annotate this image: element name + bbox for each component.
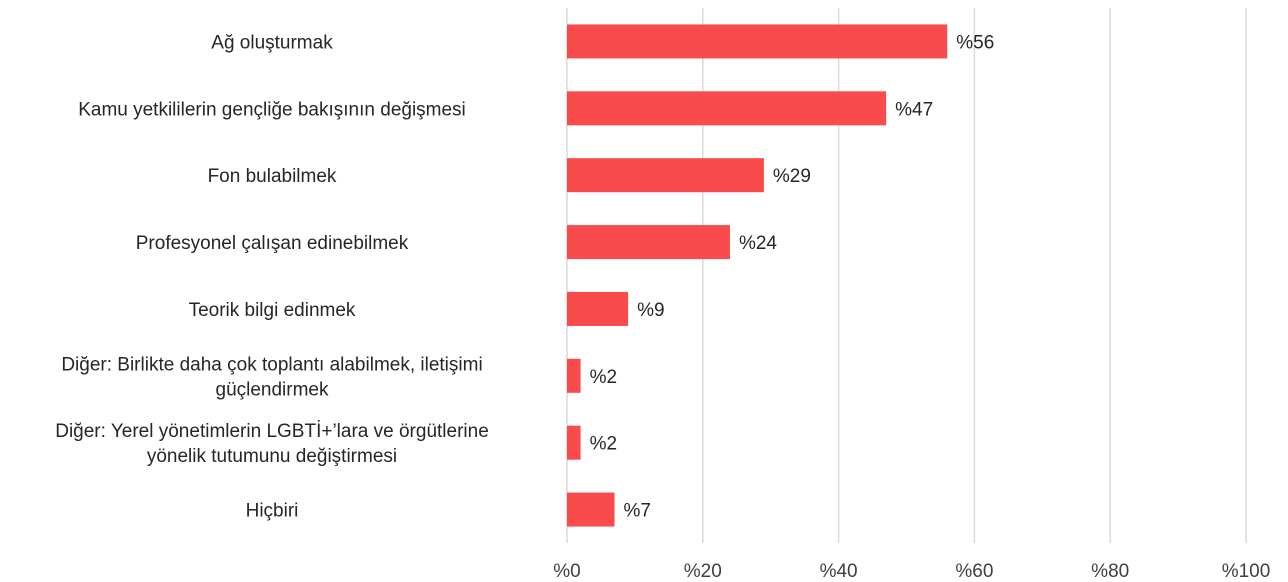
x-tick-label: %60 (955, 561, 993, 582)
bar (567, 291, 629, 326)
x-tick-label: %40 (820, 561, 858, 582)
category-label: Hiçbiri (246, 501, 299, 522)
data-labels: %56 %47 %29 %24 %9 %2 %2 %7 (590, 32, 995, 521)
bar (567, 425, 581, 460)
gridlines (566, 8, 1247, 543)
category-label: yönelik tutumunu değiştirmesi (147, 446, 397, 467)
category-label: Diğer: Yerel yönetimlerin LGBTİ+’lara ve… (55, 421, 489, 442)
category-label: güçlendirmek (216, 379, 329, 400)
bar (567, 492, 615, 527)
data-label: %2 (590, 367, 617, 388)
bar (567, 91, 887, 126)
bars (567, 24, 948, 527)
data-label: %29 (773, 166, 811, 187)
x-tick-label: %0 (553, 561, 580, 582)
category-label: Fon bulabilmek (208, 166, 337, 187)
bar (567, 358, 581, 393)
data-label: %7 (624, 501, 651, 522)
category-label: Ağ oluşturmak (211, 32, 333, 53)
category-label: Diğer: Birlikte daha çok toplantı alabil… (61, 354, 482, 375)
x-axis-tick-labels: %0 %20 %40 %60 %80 %100 (553, 561, 1270, 582)
data-label: %24 (739, 233, 777, 254)
x-tick-label: %80 (1091, 561, 1129, 582)
x-tick-label: %20 (684, 561, 722, 582)
data-label: %9 (637, 300, 664, 321)
category-labels: Ağ oluşturmak Kamu yetkililerin gençliğe … (55, 32, 489, 521)
category-label: Profesyonel çalışan edinebilmek (136, 233, 409, 254)
category-label: Kamu yetkililerin gençliğe bakışının değ… (78, 99, 466, 120)
bar (567, 158, 764, 193)
bar (567, 24, 948, 59)
category-label: Teorik bilgi edinmek (189, 300, 356, 321)
data-label: %47 (895, 99, 933, 120)
bar (567, 225, 730, 260)
data-label: %2 (590, 434, 617, 455)
x-tick-label: %100 (1222, 561, 1271, 582)
data-label: %56 (956, 32, 994, 53)
